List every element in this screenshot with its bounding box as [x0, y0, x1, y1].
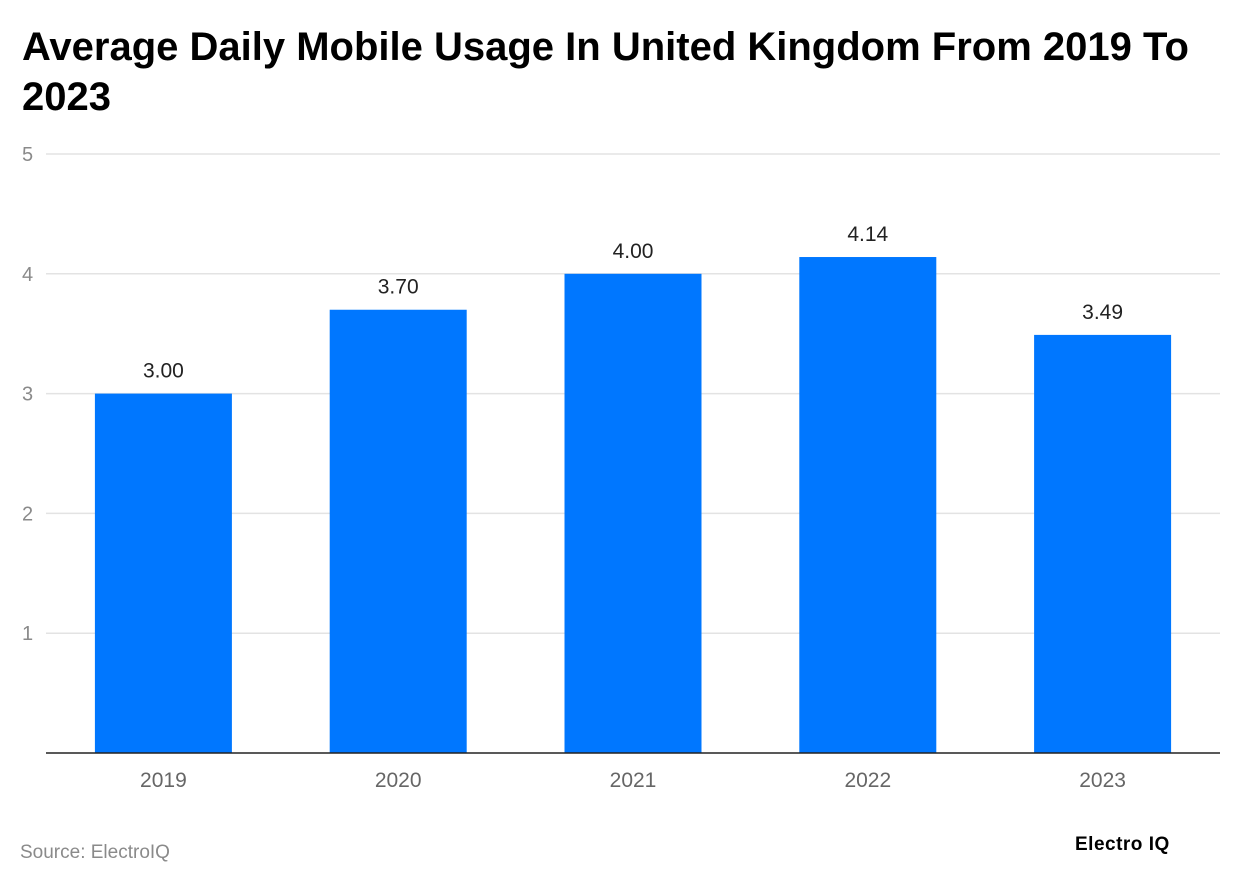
source-note: Source: ElectroIQ — [20, 842, 170, 863]
y-tick-label: 1 — [22, 623, 33, 645]
y-tick-label: 5 — [22, 144, 33, 166]
electroiq-logo: Electro IQ — [1075, 834, 1170, 855]
bar — [329, 309, 467, 753]
chart-title: Average Daily Mobile Usage In United Kin… — [22, 25, 1189, 119]
x-tick-label: 2023 — [1079, 769, 1126, 792]
bar — [1034, 334, 1172, 753]
x-tick-label: 2022 — [844, 769, 891, 792]
data-label: 4.14 — [847, 223, 888, 246]
data-label: 3.00 — [143, 360, 184, 383]
x-tick-label: 2019 — [140, 769, 187, 792]
data-label: 3.70 — [378, 276, 419, 299]
x-tick-label: 2021 — [610, 769, 657, 792]
y-tick-label: 4 — [22, 264, 33, 286]
y-tick-label: 3 — [22, 384, 33, 406]
bar — [94, 393, 232, 753]
data-label: 4.00 — [613, 240, 654, 263]
bar — [799, 257, 937, 753]
bar — [564, 273, 702, 753]
data-label: 3.49 — [1082, 301, 1123, 324]
x-tick-label: 2020 — [375, 769, 422, 792]
y-tick-label: 2 — [22, 503, 33, 525]
